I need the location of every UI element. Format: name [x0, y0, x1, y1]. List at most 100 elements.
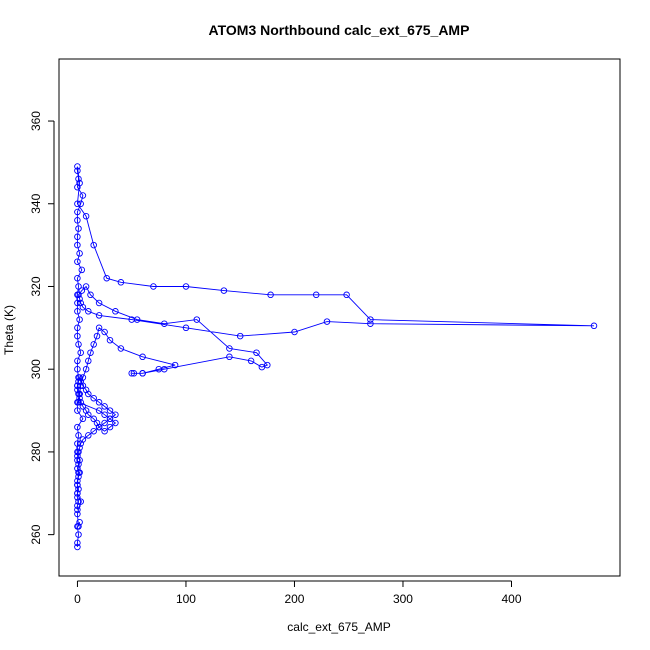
data-point [75, 498, 82, 505]
data-point [74, 332, 81, 340]
data-point [106, 423, 114, 431]
data-point [247, 357, 255, 365]
data-point [77, 299, 84, 307]
chart-title: ATOM3 Northbound calc_ext_675_AMP [209, 22, 470, 38]
data-point [74, 365, 81, 373]
data-point [74, 481, 81, 489]
data-point [85, 432, 92, 439]
series-layer [74, 163, 598, 551]
data-point [77, 200, 84, 208]
data-point [79, 192, 87, 199]
y-tick-label: 340 [29, 193, 43, 213]
data-point [74, 452, 81, 460]
data-point [78, 287, 86, 294]
data-point [74, 167, 81, 174]
data-point [74, 456, 81, 464]
data-point [367, 320, 374, 327]
data-point [74, 423, 81, 431]
data-point [77, 440, 84, 447]
data-point [85, 390, 92, 398]
data-point [76, 295, 83, 303]
data-point [75, 390, 82, 398]
data-point [74, 274, 81, 282]
data-point [87, 349, 94, 356]
data-point [264, 361, 271, 369]
x-axis: 0 100 200 300 400 [74, 580, 522, 606]
data-point [74, 258, 81, 265]
data-point [101, 427, 108, 435]
data-point [85, 357, 92, 365]
data-point [95, 299, 103, 307]
data-point [74, 217, 81, 224]
y-tick-label: 300 [29, 359, 43, 379]
data-point [236, 332, 244, 340]
data-point [74, 357, 81, 365]
series-line [76, 166, 595, 547]
data-point [75, 448, 82, 456]
data-point [90, 341, 97, 348]
data-point [130, 370, 138, 377]
data-point [82, 212, 90, 220]
data-point [74, 502, 81, 509]
x-tick-label: 400 [501, 592, 521, 606]
data-point [343, 291, 350, 299]
data-point [76, 250, 83, 257]
data-point [112, 419, 119, 427]
data-point [103, 274, 110, 282]
data-point [323, 318, 331, 325]
data-point [74, 506, 81, 514]
data-point [74, 200, 81, 208]
y-tick-label: 260 [29, 524, 43, 544]
y-axis: 260 280 300 320 340 360 [29, 111, 55, 545]
data-point [75, 291, 82, 299]
data-point [95, 423, 103, 431]
data-point [75, 399, 82, 406]
data-point [90, 427, 97, 435]
data-point [75, 531, 82, 538]
data-point [74, 233, 81, 241]
data-point [112, 308, 119, 315]
data-point [74, 324, 81, 332]
data-point [226, 353, 233, 361]
data-point [74, 386, 81, 394]
data-point [95, 407, 103, 414]
data-point [101, 328, 108, 336]
data-point [76, 394, 83, 402]
data-point [161, 320, 168, 327]
data-point [74, 539, 81, 547]
data-point [590, 322, 598, 330]
data-point [93, 332, 101, 340]
x-axis-label: calc_ext_675_AMP [287, 620, 390, 634]
data-point [95, 399, 103, 406]
x-tick-label: 0 [74, 592, 81, 606]
data-point [291, 328, 298, 336]
y-axis-label: Theta (K) [2, 305, 16, 355]
plot-frame [58, 58, 621, 577]
data-point [74, 543, 81, 551]
data-point [128, 370, 135, 377]
y-tick-label: 360 [29, 111, 43, 131]
x-tick-label: 100 [176, 592, 196, 606]
data-point [82, 283, 90, 290]
x-tick-label: 300 [393, 592, 413, 606]
data-point [76, 316, 83, 323]
data-point [82, 365, 90, 373]
data-point [74, 510, 81, 518]
data-point [76, 374, 83, 381]
data-point [74, 407, 81, 414]
data-point [75, 225, 82, 232]
data-point [77, 349, 84, 356]
data-point [79, 382, 87, 389]
data-point [258, 363, 266, 371]
data-point [95, 324, 103, 332]
data-point [76, 444, 83, 452]
data-point [74, 490, 81, 497]
data-point [75, 485, 82, 493]
data-point [193, 316, 201, 323]
data-point [74, 308, 81, 315]
data-point [106, 407, 114, 414]
y-tick-label: 320 [29, 276, 43, 296]
data-point [226, 345, 233, 352]
data-point [74, 477, 81, 485]
